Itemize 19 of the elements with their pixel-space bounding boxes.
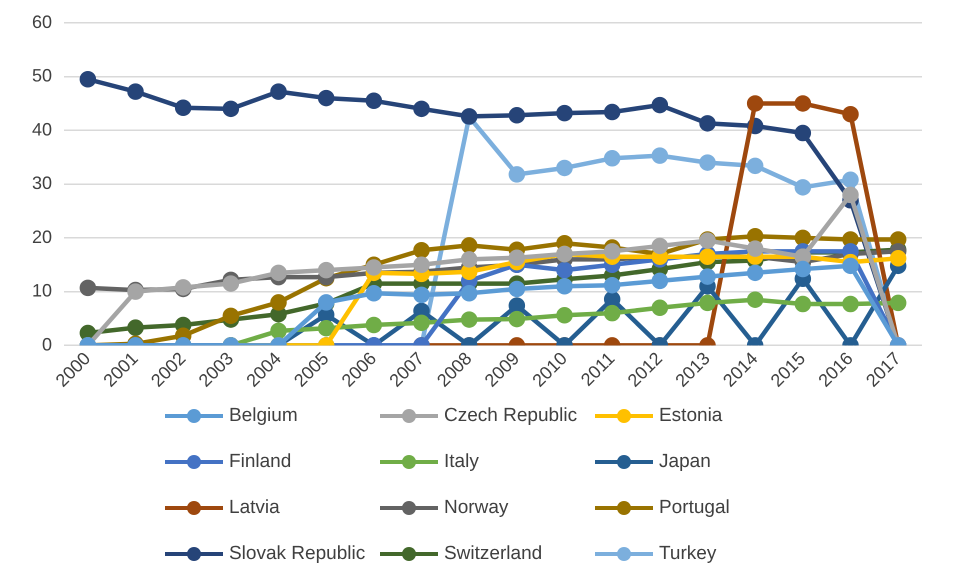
y-tick-label: 30 [32, 173, 52, 194]
y-tick-label: 20 [32, 226, 52, 247]
legend-label: Finland [229, 451, 292, 473]
legend-label: Belgium [229, 405, 298, 427]
legend-label: Portugal [659, 497, 730, 519]
legend-label: Slovak Republic [229, 543, 366, 565]
legend-label: Switzerland [444, 543, 542, 565]
legend-label: Estonia [659, 405, 722, 427]
y-tick-label: 40 [32, 119, 52, 140]
y-tick-label: 0 [42, 334, 52, 354]
legend-label: Czech Republic [444, 405, 578, 427]
legend-label: Latvia [229, 497, 280, 519]
y-tick-label: 50 [32, 66, 52, 86]
legend-label: Norway [444, 497, 508, 519]
y-tick-label: 60 [32, 12, 52, 32]
legend-label: Turkey [659, 543, 716, 565]
legend-label: Japan [659, 451, 711, 473]
legend-label: Italy [444, 451, 479, 473]
y-tick-label: 10 [32, 280, 52, 301]
